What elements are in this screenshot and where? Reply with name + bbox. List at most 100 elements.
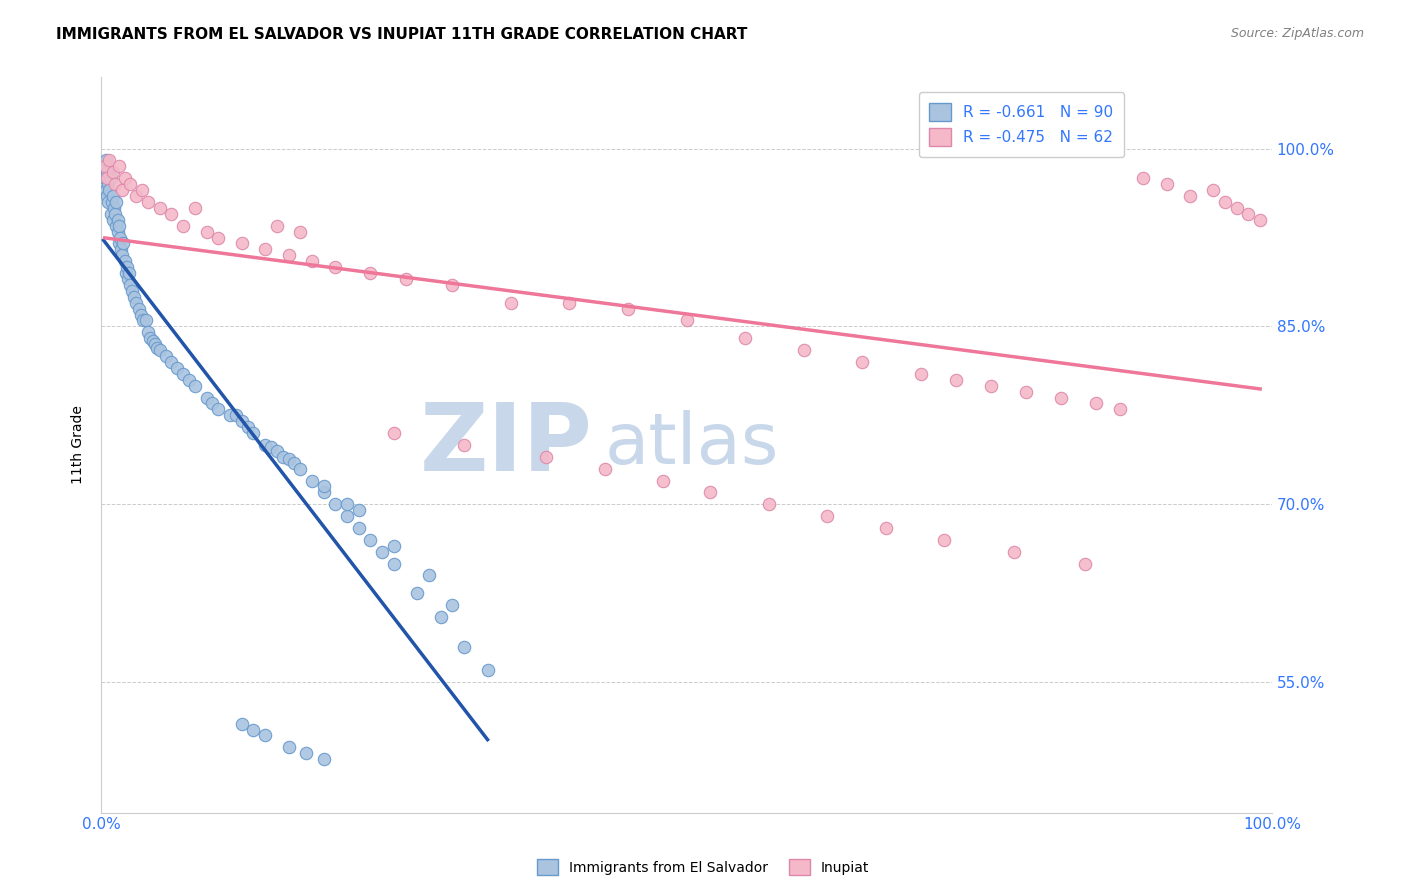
Point: [101, 165, 124, 179]
Point: [793, 343, 815, 358]
Point: [97, 194, 120, 209]
Point: [100, 194, 122, 209]
Point: [135, 313, 157, 327]
Point: [242, 723, 264, 737]
Point: [114, 171, 136, 186]
Point: [325, 260, 347, 274]
Point: [231, 414, 253, 428]
Point: [336, 509, 359, 524]
Point: [139, 331, 162, 345]
Point: [1050, 391, 1073, 405]
Point: [160, 355, 183, 369]
Point: [271, 450, 294, 464]
Point: [103, 201, 125, 215]
Point: [815, 509, 838, 524]
Point: [231, 236, 253, 251]
Point: [336, 497, 359, 511]
Point: [101, 212, 124, 227]
Point: [118, 266, 141, 280]
Point: [136, 194, 159, 209]
Text: IMMIGRANTS FROM EL SALVADOR VS INUPIAT 11TH GRADE CORRELATION CHART: IMMIGRANTS FROM EL SALVADOR VS INUPIAT 1…: [56, 27, 748, 42]
Point: [97, 177, 120, 191]
Point: [932, 533, 955, 547]
Point: [96, 189, 118, 203]
Point: [312, 479, 335, 493]
Point: [184, 378, 207, 392]
Point: [295, 746, 318, 760]
Point: [107, 160, 129, 174]
Point: [136, 326, 159, 340]
Point: [699, 485, 721, 500]
Point: [125, 295, 148, 310]
Point: [875, 521, 897, 535]
Point: [1132, 171, 1154, 186]
Legend: Immigrants from El Salvador, Inupiat: Immigrants from El Salvador, Inupiat: [531, 854, 875, 880]
Point: [96, 165, 118, 179]
Point: [418, 568, 440, 582]
Point: [945, 373, 967, 387]
Point: [195, 225, 218, 239]
Point: [1108, 402, 1130, 417]
Point: [266, 444, 288, 458]
Text: atlas: atlas: [605, 410, 779, 480]
Point: [301, 474, 323, 488]
Point: [149, 201, 172, 215]
Point: [652, 474, 675, 488]
Point: [101, 189, 124, 203]
Point: [117, 272, 139, 286]
Point: [734, 331, 756, 345]
Point: [104, 207, 127, 221]
Point: [146, 341, 169, 355]
Point: [1156, 177, 1178, 191]
Point: [254, 729, 277, 743]
Point: [382, 557, 405, 571]
Point: [910, 367, 932, 381]
Point: [675, 313, 697, 327]
Point: [207, 402, 229, 417]
Point: [105, 194, 128, 209]
Point: [236, 420, 259, 434]
Point: [195, 391, 218, 405]
Point: [851, 355, 873, 369]
Point: [617, 301, 640, 316]
Point: [254, 438, 277, 452]
Point: [120, 277, 142, 292]
Point: [359, 533, 381, 547]
Point: [477, 663, 499, 677]
Legend: R = -0.661   N = 90, R = -0.475   N = 62: R = -0.661 N = 90, R = -0.475 N = 62: [918, 93, 1123, 157]
Point: [93, 171, 115, 186]
Point: [100, 171, 122, 186]
Point: [112, 236, 135, 251]
Point: [104, 177, 127, 191]
Point: [219, 409, 242, 423]
Point: [277, 452, 299, 467]
Point: [441, 598, 464, 612]
Point: [96, 171, 118, 186]
Point: [290, 225, 312, 239]
Point: [382, 539, 405, 553]
Point: [453, 640, 475, 654]
Point: [1178, 189, 1201, 203]
Point: [110, 243, 132, 257]
Point: [131, 183, 153, 197]
Point: [107, 225, 129, 239]
Point: [534, 450, 557, 464]
Point: [177, 373, 200, 387]
Point: [93, 160, 115, 174]
Point: [1085, 396, 1108, 410]
Point: [558, 295, 581, 310]
Point: [184, 201, 207, 215]
Point: [107, 219, 129, 233]
Point: [980, 378, 1002, 392]
Point: [1015, 384, 1038, 399]
Point: [93, 160, 115, 174]
Point: [441, 277, 464, 292]
Point: [231, 716, 253, 731]
Point: [290, 461, 312, 475]
Point: [429, 610, 451, 624]
Point: [132, 313, 155, 327]
Point: [107, 212, 129, 227]
Point: [499, 295, 522, 310]
Point: [115, 260, 138, 274]
Point: [129, 308, 152, 322]
